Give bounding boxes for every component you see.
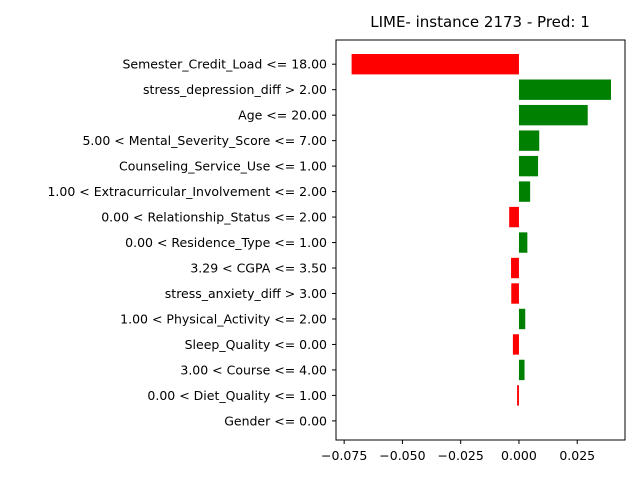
bar-12 [518,359,525,381]
bar-9 [511,283,519,304]
y-axis-ticks: Semester_Credit_Load <= 18.00 stress_depr… [47,57,336,428]
bar-4 [518,155,539,177]
y-tick-label-11: Sleep_Quality <= 0.00 [185,337,327,352]
y-tick-label-6: 0.00 < Relationship_Status <= 2.00 [101,210,327,225]
x-tick-label-0: −0.075 [321,448,367,463]
y-tick-label-1: stress_depression_diff > 2.00 [143,82,327,97]
y-tick-label-12: 3.00 < Course <= 4.00 [180,362,327,377]
bar-1 [518,79,612,100]
y-tick-label-13: 0.00 < Diet_Quality <= 1.00 [147,388,327,403]
x-tick-label-2: −0.025 [438,448,484,463]
y-tick-label-8: 3.29 < CGPA <= 3.50 [190,261,327,276]
x-tick-label-1: −0.050 [379,448,425,463]
y-tick-label-9: stress_anxiety_diff > 3.00 [165,286,327,301]
x-tick-label-3: 0.000 [501,448,537,463]
bar-2 [518,104,588,126]
bar-3 [518,130,540,151]
bar-0 [351,54,519,75]
bar-13 [517,385,519,406]
y-tick-label-7: 0.00 < Residence_Type <= 1.00 [125,235,327,250]
bar-8 [511,257,519,279]
bar-10 [518,308,526,330]
y-tick-label-3: 5.00 < Mental_Severity_Score <= 7.00 [82,133,327,148]
y-tick-label-14: Gender <= 0.00 [224,413,327,428]
bar-6 [509,206,519,228]
y-tick-label-5: 1.00 < Extracurricular_Involvement <= 2.… [47,184,327,199]
x-tick-label-4: 0.025 [559,448,595,463]
bar-5 [518,181,531,202]
y-tick-label-4: Counseling_Service_Use <= 1.00 [119,159,327,174]
bar-11 [512,334,519,355]
y-tick-label-10: 1.00 < Physical_Activity <= 2.00 [120,311,327,326]
y-tick-label-0: Semester_Credit_Load <= 18.00 [123,57,328,72]
bars-group [351,54,612,406]
axes-frame [335,39,626,441]
x-axis-ticks: −0.075 −0.050 −0.025 0.000 0.025 [321,440,595,463]
y-tick-label-2: Age <= 20.00 [238,108,327,123]
bar-7 [518,232,528,253]
chart-title: LIME- instance 2173 - Pred: 1 [370,13,590,31]
